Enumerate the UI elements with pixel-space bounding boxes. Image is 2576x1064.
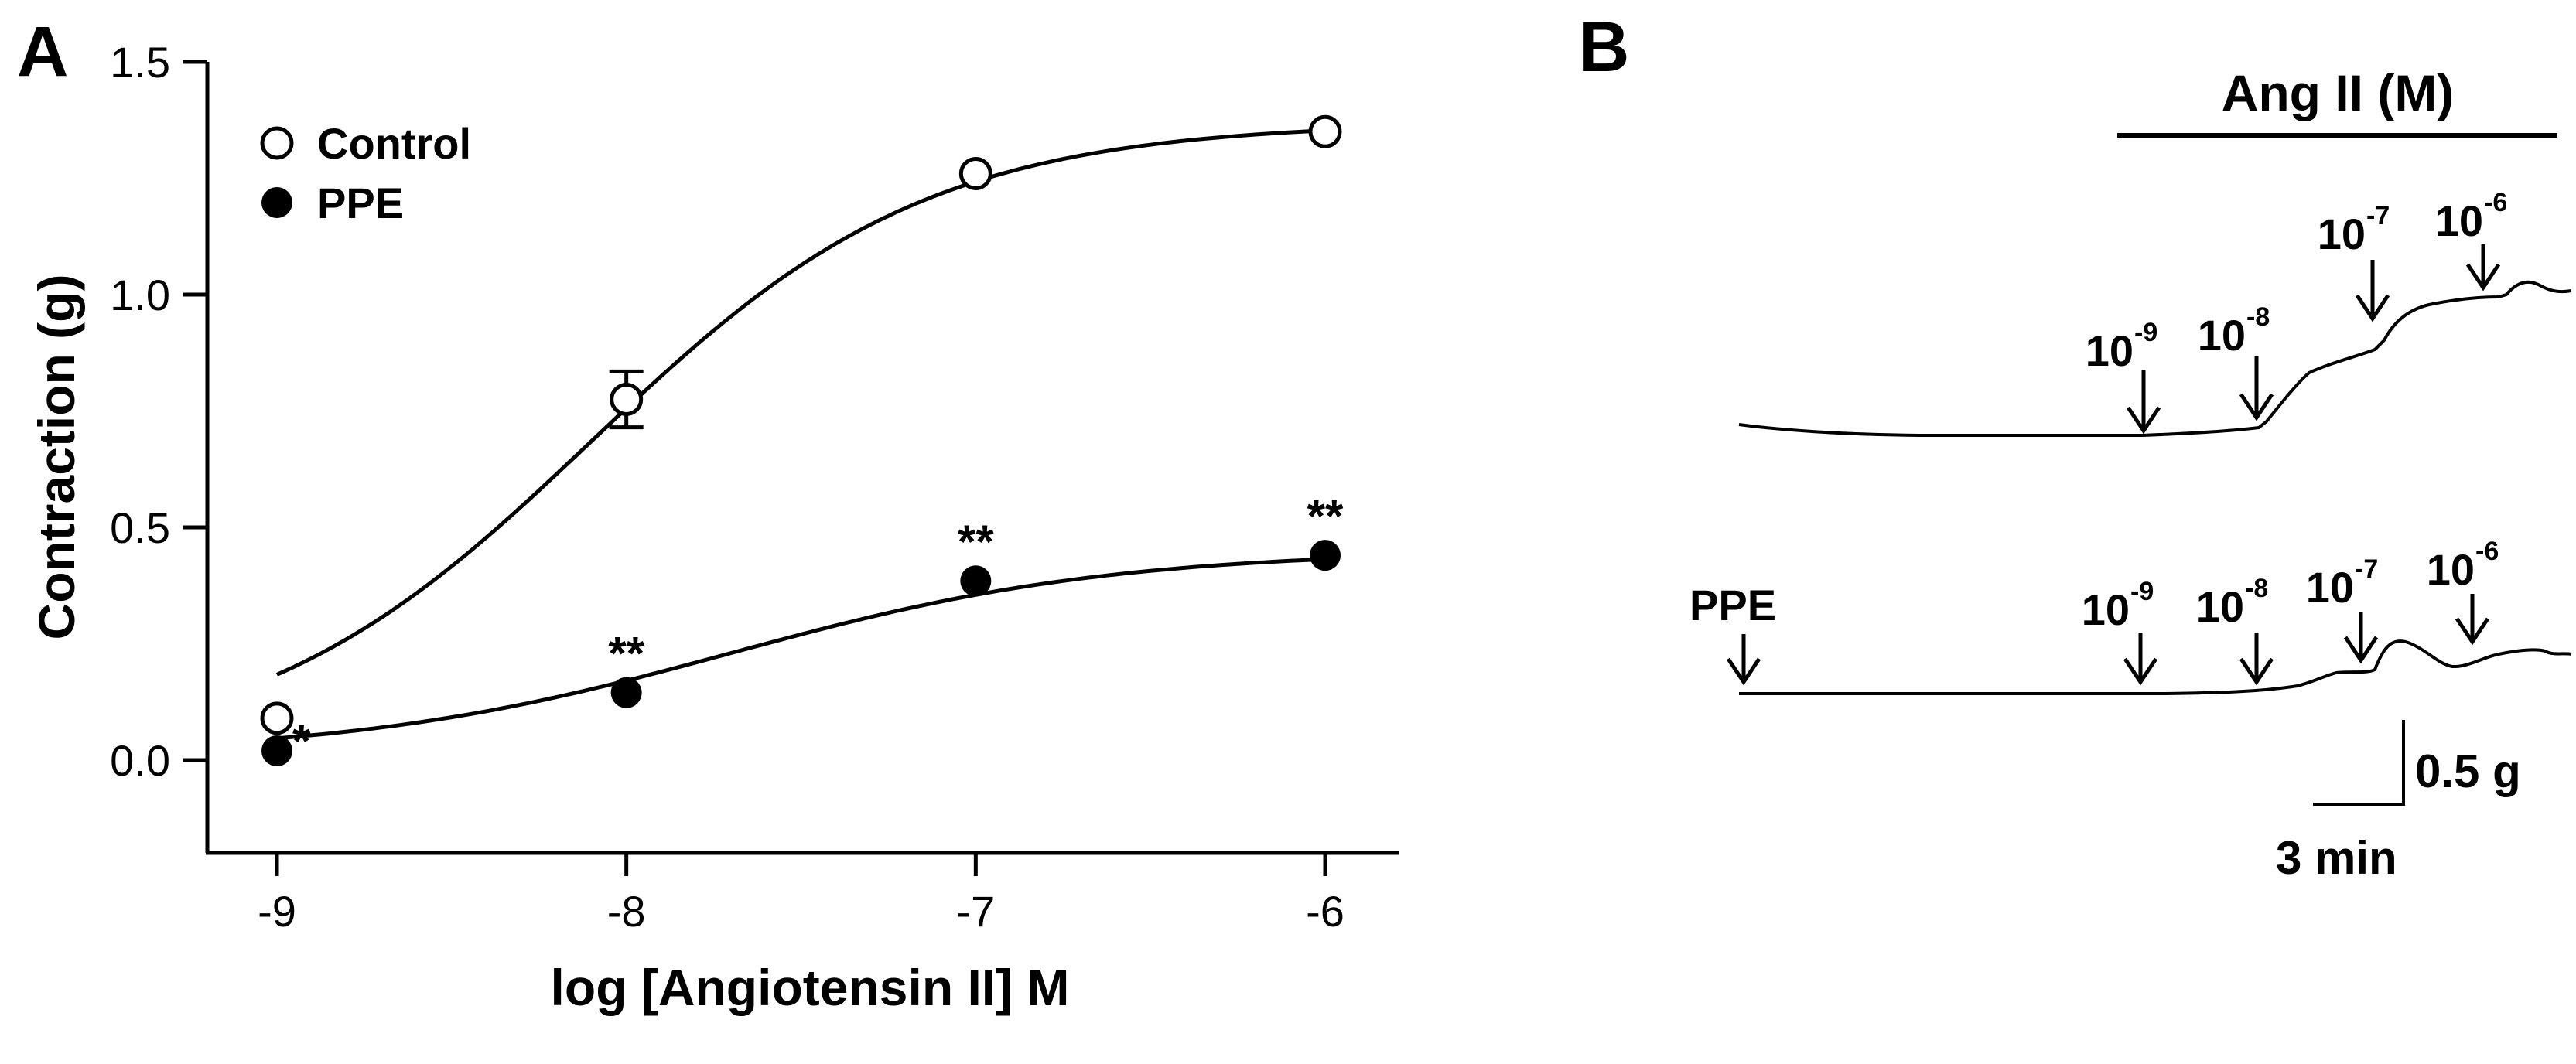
conc-base: 10 (2082, 585, 2130, 634)
legend-control-marker (260, 126, 294, 160)
conc-base: 10 (2427, 545, 2475, 594)
svg-text:10: 10 (2196, 582, 2244, 631)
control-fit-curve (275, 128, 1326, 677)
bottom-conc-1e-7: 10 -7 (2306, 554, 2379, 664)
panel-b-label: B (1578, 8, 1629, 87)
scale-bar: 0.5 g 3 min (2276, 720, 2521, 884)
arrow-down-icon (2239, 657, 2274, 686)
svg-text:10: 10 (2306, 563, 2354, 612)
conc-exp: -8 (2246, 302, 2270, 332)
control-data-point (958, 156, 992, 190)
y-tick-label: 1.5 (110, 38, 170, 87)
x-axis-title: log [Angiotensin II] M (551, 959, 1070, 1016)
ang-ii-bar-label: Ang II (M) (2222, 64, 2455, 121)
significance-marker: ** (608, 628, 644, 680)
ppe-data-point (261, 735, 292, 766)
y-axis-title: Contraction (g) (28, 275, 85, 640)
svg-text:10: 10 (2198, 311, 2246, 360)
significance-marker: ** (1307, 490, 1344, 542)
y-tick-label: 0.0 (110, 736, 170, 785)
conc-exp: -7 (2355, 554, 2378, 584)
legend-ppe-marker (261, 187, 292, 218)
control-data-point (260, 701, 294, 735)
svg-text:-8: -8 (2245, 574, 2268, 603)
conc-exp: -6 (2484, 188, 2507, 217)
conc-base: 10 (2086, 326, 2134, 375)
ppe-data-point (960, 565, 992, 597)
scale-bar-lines (2313, 720, 2405, 806)
svg-text:10: 10 (2082, 585, 2130, 634)
top-conc-1e-7: 10 -7 (2318, 201, 2390, 322)
svg-text:-9: -9 (2130, 577, 2154, 606)
x-tick-label: -6 (1306, 887, 1344, 936)
arrow-down-icon (2355, 294, 2390, 322)
arrow-down-icon (2126, 406, 2161, 435)
top-conc-1e-6: 10 -6 (2435, 188, 2507, 292)
conc-base: 10 (2196, 582, 2244, 631)
y-tick-label: 0.5 (110, 503, 170, 552)
conc-exp: -7 (2366, 201, 2390, 230)
ppe-label: PPE (1689, 581, 1776, 629)
y-tick-label: 1.0 (110, 271, 170, 319)
svg-text:-7: -7 (2355, 554, 2378, 584)
dose-response-chart: 0.00.51.01.5 -9 -8 -7 -6 ***** ** log [Angio… (28, 38, 1399, 1016)
ppe-data-point (1310, 540, 1341, 571)
scale-bar-horizontal-label: 3 min (2276, 832, 2397, 884)
svg-text:10: 10 (2318, 210, 2366, 258)
conc-exp: -8 (2245, 574, 2268, 603)
arrow-down-icon (2123, 657, 2158, 686)
svg-text:-9: -9 (2134, 318, 2157, 347)
top-conc-1e-9: 10 -9 (2086, 318, 2161, 435)
significance-marker: ** (958, 516, 994, 568)
conc-exp: -9 (2130, 577, 2154, 606)
bottom-conc-1e-6: 10 -6 (2427, 537, 2499, 646)
bottom-conc-1e-8: 10 -8 (2196, 574, 2274, 686)
svg-text:-6: -6 (2475, 537, 2499, 566)
legend-ppe-label: PPE (317, 179, 404, 227)
arrow-down-icon (1726, 657, 1761, 686)
arrow-down-icon (2455, 617, 2490, 646)
ppe-trace (1739, 639, 2572, 695)
arrow-down-icon (2465, 263, 2501, 292)
conc-base: 10 (2198, 311, 2246, 360)
svg-text:10: 10 (2086, 326, 2134, 375)
conc-exp: -6 (2475, 537, 2499, 566)
bottom-conc-1e-9: 10 -9 (2082, 577, 2158, 686)
conc-base: 10 (2435, 196, 2483, 245)
top-conc-1e-8: 10 -8 (2198, 302, 2274, 421)
ppe-fit-curve (276, 557, 1326, 741)
svg-text:-7: -7 (2366, 201, 2390, 230)
scale-bar-vertical-label: 0.5 g (2415, 745, 2521, 797)
conc-exp: -9 (2134, 318, 2157, 347)
tension-traces: Ang II (M) 10 -9 10 -8 10 -7 10 -6 (1689, 64, 2572, 884)
ppe-data-point (610, 677, 642, 708)
x-tick-label: -9 (258, 887, 296, 936)
svg-text:-6: -6 (2484, 188, 2507, 217)
panel-a-label: A (17, 12, 68, 91)
svg-text:-8: -8 (2246, 302, 2270, 332)
legend: Control PPE (260, 119, 471, 227)
conc-base: 10 (2318, 210, 2366, 258)
legend-control-label: Control (317, 119, 471, 168)
control-data-point (610, 382, 644, 416)
svg-text:10: 10 (2427, 545, 2475, 594)
ppe-application: PPE (1689, 581, 1776, 686)
significance-marker: * (292, 715, 311, 767)
arrow-down-icon (2239, 393, 2274, 421)
x-tick-label: -8 (607, 887, 646, 936)
control-data-point (1308, 114, 1342, 148)
x-tick-label: -7 (956, 887, 995, 936)
svg-text:10: 10 (2435, 196, 2483, 245)
control-trace (1738, 280, 2572, 437)
conc-base: 10 (2306, 563, 2354, 612)
arrow-down-icon (2343, 636, 2379, 664)
